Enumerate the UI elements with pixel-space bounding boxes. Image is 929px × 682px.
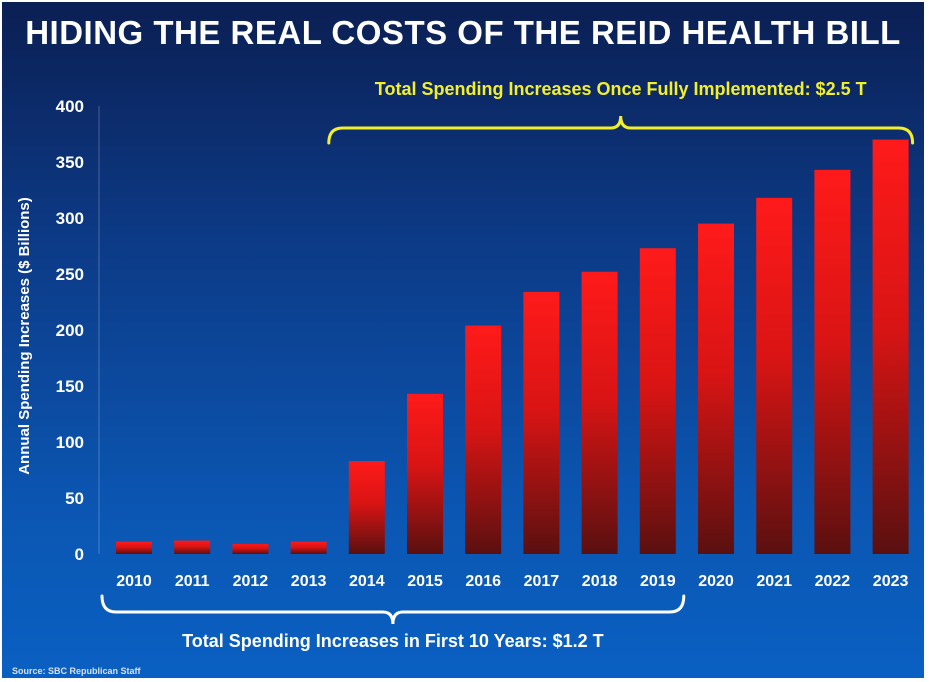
bar-2017	[523, 291, 560, 554]
bar-2020	[698, 223, 734, 554]
bar-2023	[872, 139, 909, 554]
y-tick-label: 300	[56, 209, 84, 228]
x-tick-label: 2017	[524, 573, 560, 590]
x-tick-label: 2019	[640, 573, 676, 590]
bar-2021	[756, 197, 793, 554]
x-tick-label: 2015	[407, 573, 443, 590]
bar-2013	[290, 541, 327, 554]
bar-2018	[581, 271, 618, 554]
x-tick-label: 2011	[175, 573, 210, 590]
bar-2012	[232, 543, 269, 554]
y-axis-title: Annual Spending Increases ($ Billions)	[16, 197, 33, 475]
x-tick-label: 2018	[582, 573, 618, 590]
x-tick-label: 2020	[698, 573, 734, 590]
bar-2022	[814, 169, 851, 554]
bar-2014	[348, 461, 385, 554]
x-tick-label: 2022	[815, 573, 851, 590]
y-tick-label: 0	[75, 545, 84, 564]
chart-title: HIDING THE REAL COSTS OF THE REID HEALTH…	[25, 14, 901, 51]
bottom-brace-annotation: Total Spending Increases in First 10 Yea…	[182, 631, 604, 651]
bars	[116, 139, 909, 555]
y-tick-label: 350	[56, 153, 84, 172]
bottom-brace	[100, 594, 686, 625]
y-axis: 0 50 100 150 200 250 300 350 400	[56, 97, 100, 564]
y-tick-label: 100	[56, 433, 84, 452]
x-tick-label: 2023	[873, 573, 909, 590]
bar-2016	[465, 325, 502, 554]
bar-2015	[407, 393, 443, 554]
y-tick-label: 200	[56, 321, 84, 340]
x-tick-label: 2013	[291, 573, 327, 590]
x-axis: 2010 2011 2012 2013 2014 2015 2016 2017 2018 2019…	[116, 573, 908, 590]
source-note: Source: SBC Republican Staff	[12, 666, 141, 676]
y-tick-label: 50	[65, 489, 84, 508]
y-tick-label: 250	[56, 265, 84, 284]
x-tick-label: 2021	[756, 573, 792, 590]
x-tick-label: 2010	[116, 573, 152, 590]
x-tick-label: 2014	[349, 573, 385, 590]
bar-2010	[116, 541, 152, 554]
y-tick-label: 150	[56, 377, 84, 396]
x-tick-label: 2016	[465, 573, 501, 590]
top-brace	[327, 115, 915, 145]
top-brace-annotation: Total Spending Increases Once Fully Impl…	[375, 79, 867, 99]
bar-2011	[174, 540, 211, 554]
y-tick-label: 400	[56, 97, 84, 116]
x-tick-label: 2012	[233, 573, 269, 590]
bar-2019	[639, 248, 676, 555]
